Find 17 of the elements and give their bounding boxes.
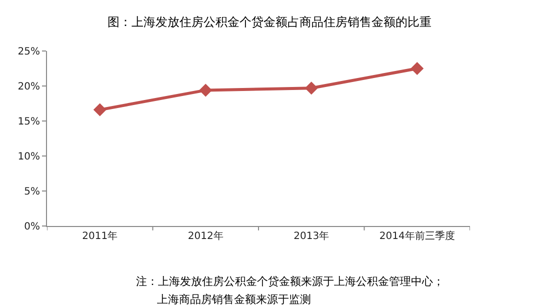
y-tick-label: 5% [24,186,40,198]
chart-title: 图：上海发放住房公积金个贷金额占商品住房销售金额的比重 [108,14,432,29]
point [410,62,424,75]
text: 上海商品房销售金额来源于监测 [157,293,311,306]
x-tick-label: 2014年前三季度 [379,230,455,242]
x-tick-label: 2011年 [82,230,118,242]
point [304,82,318,95]
y-tick-label: 20% [18,82,40,92]
x-tick-label: 2013年 [294,230,330,242]
point [199,84,212,97]
y-tick-label: 10% [18,152,40,162]
text: 注：上海发放住房公积金个贷金额来源于上海公积金管理中心； [136,275,444,288]
x-tick-label: 2012年 [188,230,224,242]
point [93,103,106,116]
y-tick-label: 0% [24,222,40,232]
y-tick-label: 25% [18,46,40,58]
y-tick-label: 15% [18,116,40,128]
